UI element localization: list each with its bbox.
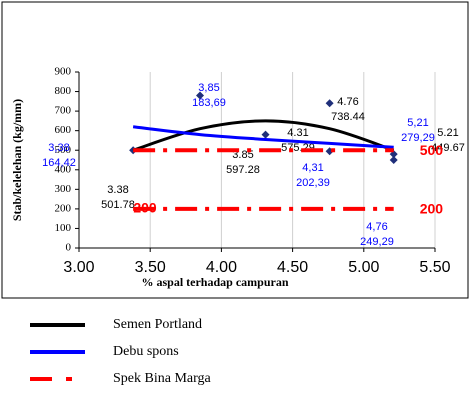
y-tick-label: 200 <box>55 202 72 214</box>
data-label: 164,42 <box>42 157 76 169</box>
data-label: 3,85 <box>198 82 219 94</box>
x-tick-label: 4.50 <box>277 259 308 276</box>
data-label: 279,29 <box>401 132 435 144</box>
data-point <box>389 156 398 164</box>
data-label: 597.28 <box>226 164 260 176</box>
data-label: 202,39 <box>296 177 330 189</box>
x-tick-label: 5.50 <box>419 259 450 276</box>
data-label: 3.38 <box>107 184 128 196</box>
x-tick-label: 3.00 <box>63 259 94 276</box>
trend-line <box>132 119 395 152</box>
x-axis-label: % aspal terhadap campuran <box>141 275 288 289</box>
y-tick-label: 300 <box>55 183 72 195</box>
data-label: 4,31 <box>302 162 323 174</box>
x-tick-label: 4.00 <box>206 259 237 276</box>
spec-label: 200 <box>420 201 444 217</box>
y-tick-label: 0 <box>66 242 72 254</box>
y-tick-label: 800 <box>55 85 72 97</box>
x-tick-label: 5.00 <box>348 259 379 276</box>
data-label: 4,76 <box>366 221 387 233</box>
data-point <box>325 99 334 108</box>
legend-label: Semen Portland <box>113 317 202 332</box>
y-tick-label: 600 <box>55 124 72 136</box>
y-axis-label: Stab/kelelehan (kg/mm) <box>10 99 24 221</box>
legend-label: Debu spons <box>113 344 179 359</box>
data-label: 3,38 <box>48 142 69 154</box>
trend-line <box>132 125 394 149</box>
data-point <box>261 130 270 139</box>
data-label: 5,21 <box>407 117 428 129</box>
legend-label: Spek Bina Marga <box>113 371 212 386</box>
data-label: 4.31 <box>287 127 308 139</box>
data-point <box>196 91 205 100</box>
y-tick-label: 500 <box>55 144 72 156</box>
spec-label: 500 <box>420 142 444 158</box>
y-tick-label: 700 <box>55 105 72 117</box>
chart-frame <box>1 1 469 299</box>
data-label: 183,69 <box>192 97 226 109</box>
data-label: 449.67 <box>431 142 465 154</box>
y-tick-label: 400 <box>55 163 72 175</box>
x-tick-label: 3.50 <box>135 259 166 276</box>
spec-label: 200 <box>133 200 157 216</box>
data-label: 501.78 <box>101 199 135 211</box>
data-label: 4.76 <box>337 96 358 108</box>
data-label: 249,29 <box>360 236 394 248</box>
y-tick-label: 100 <box>55 222 72 234</box>
data-label: 738.44 <box>331 111 365 123</box>
data-label: 5.21 <box>437 127 458 139</box>
y-tick-label: 900 <box>55 66 72 78</box>
